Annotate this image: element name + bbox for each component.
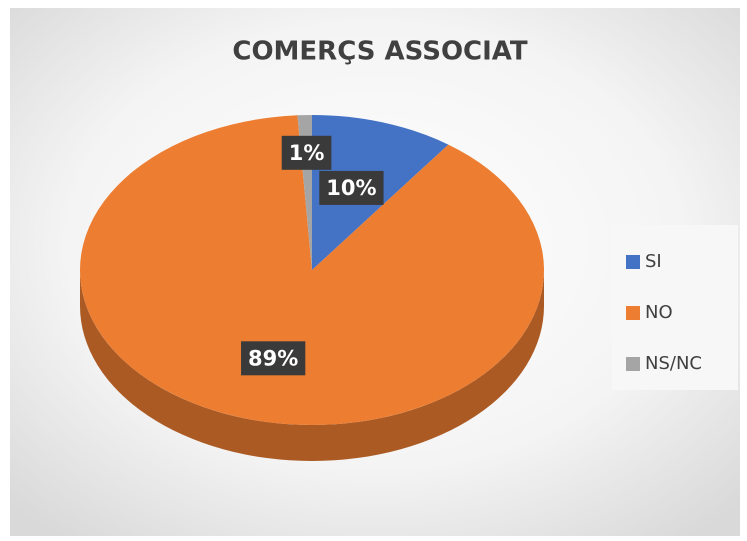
pie-side [80, 270, 544, 461]
legend-swatch [626, 255, 640, 269]
chart-title: COMERÇS ASSOCIAT [232, 37, 528, 67]
legend-label: NS/NC [645, 353, 702, 374]
data-label-box [241, 341, 306, 376]
legend-label: SI [645, 251, 662, 272]
legend-label: NO [645, 302, 673, 323]
legend-swatch [626, 357, 640, 371]
data-label-box [281, 135, 332, 170]
pie-slice [79, 115, 544, 425]
data-label: 89% [248, 346, 298, 370]
data-label-box [319, 170, 384, 205]
data-label: 1% [289, 141, 325, 165]
legend-swatch [626, 306, 640, 320]
data-label: 10% [326, 176, 376, 200]
